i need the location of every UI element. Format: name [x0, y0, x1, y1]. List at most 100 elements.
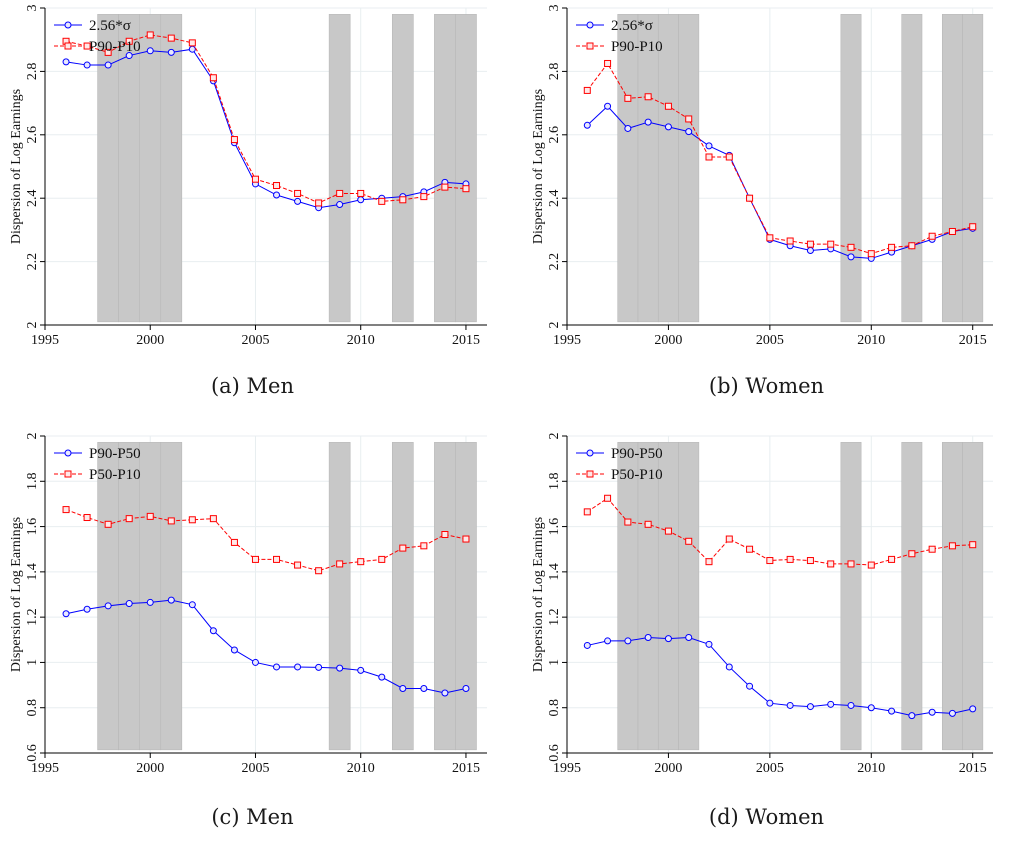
data-point — [948, 709, 956, 717]
data-point — [104, 48, 112, 56]
data-point — [62, 58, 70, 66]
shaded-period — [118, 14, 141, 323]
data-point — [766, 234, 774, 242]
data-point — [273, 663, 281, 671]
data-point — [908, 550, 916, 558]
y-tick-label: 2.4 — [547, 189, 562, 207]
data-point — [315, 567, 323, 575]
data-point — [624, 518, 632, 526]
data-point — [104, 602, 112, 610]
series-1 — [583, 59, 977, 258]
legend-label: P90-P10 — [611, 39, 663, 55]
data-point — [827, 700, 835, 708]
data-point — [806, 557, 814, 565]
data-point — [188, 45, 196, 53]
data-point — [827, 560, 835, 568]
data-point — [583, 641, 591, 649]
data-point — [928, 545, 936, 553]
shaded-period — [678, 442, 700, 751]
data-point — [420, 542, 428, 550]
shaded-period — [97, 14, 119, 323]
legend: P90-P50 P50-P10 — [54, 446, 141, 483]
chart-b: 1995 2000 2005 2010 2015 2 2.2 2.4 2.6 2.8 3 Disper… — [531, 5, 993, 348]
data-point — [83, 605, 91, 613]
data-point — [867, 561, 875, 569]
y-tick-label: 0.6 — [25, 744, 40, 762]
data-point — [786, 237, 794, 245]
data-point — [441, 530, 449, 538]
data-point — [583, 508, 591, 516]
y-tick-label: 2.6 — [25, 126, 40, 144]
data-point — [847, 243, 855, 251]
data-point — [441, 689, 449, 697]
data-point — [462, 535, 470, 543]
data-point — [624, 94, 632, 102]
data-point — [664, 527, 672, 535]
y-tick-label: 2.6 — [547, 126, 562, 144]
data-point — [888, 555, 896, 563]
data-point — [867, 250, 875, 258]
series-0 — [583, 634, 977, 720]
y-tick-label: 1.2 — [547, 608, 562, 626]
y-tick-label: 2 — [25, 433, 40, 440]
y-tick-label: 1 — [25, 659, 40, 666]
data-point — [315, 199, 323, 207]
data-point — [827, 240, 835, 248]
data-point — [888, 707, 896, 715]
data-point — [188, 39, 196, 47]
data-point — [644, 634, 652, 642]
data-point — [928, 232, 936, 240]
data-point — [685, 128, 693, 136]
y-tick-label: 2.4 — [25, 189, 40, 207]
x-tick-label: 2010 — [347, 761, 375, 776]
data-point — [766, 699, 774, 707]
x-tick-label: 2015 — [959, 761, 987, 776]
data-point — [644, 118, 652, 126]
chart-panel-b: 1995 2000 2005 2010 2015 2 2.2 2.4 2.6 2.8 3 Disper… — [522, 0, 1011, 417]
data-point — [188, 516, 196, 524]
shaded-period — [455, 442, 477, 751]
shaded-period — [391, 442, 414, 751]
data-point — [847, 253, 855, 261]
series-1 — [62, 31, 470, 207]
y-tick-label: 1.8 — [547, 473, 562, 491]
x-tick-label: 2000 — [136, 761, 164, 776]
data-point — [664, 102, 672, 110]
data-point — [294, 189, 302, 197]
shaded-period — [139, 14, 162, 323]
y-axis-label: Dispersion of Log Earnings — [531, 517, 546, 672]
data-point — [624, 637, 632, 645]
data-point — [83, 61, 91, 69]
data-point — [705, 142, 713, 150]
legend-marker — [64, 21, 72, 29]
data-point — [399, 196, 407, 204]
x-tick-label: 2010 — [857, 761, 885, 776]
legend-marker — [586, 449, 594, 457]
shaded-period — [962, 442, 984, 751]
shaded-period — [901, 442, 923, 751]
y-tick-label: 2.8 — [547, 63, 562, 81]
y-tick-label: 1.6 — [547, 518, 562, 536]
data-point — [928, 708, 936, 716]
data-point — [167, 517, 175, 525]
y-tick-label: 0.8 — [25, 699, 40, 717]
data-point — [847, 560, 855, 568]
series-1 — [62, 506, 470, 575]
y-tick-label: 2 — [547, 322, 562, 329]
legend: 2.56*σ P90-P10 — [54, 18, 141, 55]
legend-label: P90-P50 — [611, 446, 663, 462]
data-point — [125, 515, 133, 523]
shaded-period — [97, 442, 119, 751]
data-point — [746, 194, 754, 202]
data-point — [294, 663, 302, 671]
data-point — [104, 61, 112, 69]
data-point — [357, 666, 365, 674]
legend-label: P50-P10 — [611, 467, 663, 483]
y-tick-label: 1 — [547, 659, 562, 666]
y-tick-label: 2.8 — [25, 63, 40, 81]
data-point — [888, 243, 896, 251]
legend: 2.56*σ P90-P10 — [576, 18, 663, 55]
chart-d: 1995 2000 2005 2010 2015 0.6 0.8 1 1.2 1.4 1.6 1.8 2… — [531, 433, 993, 776]
data-point — [146, 512, 154, 520]
data-point — [725, 663, 733, 671]
